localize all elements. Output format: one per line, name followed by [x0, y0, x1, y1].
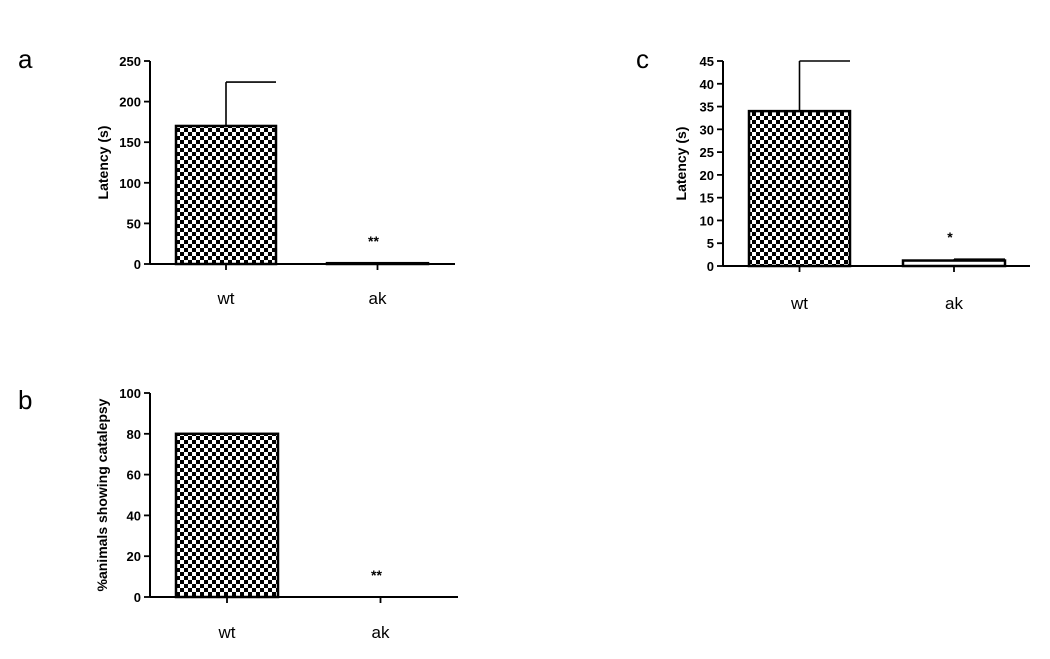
y-axis-title: Latency (s): [673, 127, 689, 201]
y-axis-title: Latency (s): [95, 126, 111, 200]
y-tick-label: 100: [119, 176, 141, 191]
y-tick-label: 0: [134, 590, 141, 605]
y-tick-label: 40: [127, 508, 141, 523]
y-tick-label: 25: [700, 145, 714, 160]
x-tick-label-ak: ak: [945, 294, 963, 313]
y-axis-title: %animals showing catalepsy: [94, 398, 110, 591]
y-tick-label: 45: [700, 54, 714, 69]
y-tick-label: 15: [700, 191, 714, 206]
y-tick-label: 10: [700, 213, 714, 228]
x-tick-label-wt: wt: [217, 289, 235, 308]
y-tick-label: 80: [127, 427, 141, 442]
y-tick-label: 5: [707, 236, 714, 251]
bar-wt: [747, 109, 852, 268]
y-tick-label: 200: [119, 95, 141, 110]
significance-ak: *: [947, 229, 953, 245]
x-tick-label-ak: ak: [372, 623, 390, 642]
y-tick-label: 35: [700, 100, 714, 115]
panel-letter: b: [18, 385, 32, 415]
significance-ak: **: [368, 233, 379, 249]
y-tick-label: 60: [127, 468, 141, 483]
y-tick-label: 30: [700, 122, 714, 137]
bar-wt: [174, 124, 278, 266]
y-tick-label: 250: [119, 54, 141, 69]
y-tick-label: 40: [700, 77, 714, 92]
panel-a: a wt ** ak 0 50 100 150 200 250 Latency (s): [18, 44, 455, 308]
panel-letter: a: [18, 44, 33, 74]
x-tick-label-wt: wt: [790, 294, 808, 313]
panel-b: b wt ** ak 0 20 40 60 80 100 %animals showing cata…: [18, 385, 458, 642]
y-tick-label: 0: [134, 257, 141, 272]
significance-ak: **: [371, 567, 382, 583]
bar-wt: [174, 432, 280, 599]
panel-c: c wt * ak 0 5 10 15 20 25 30 35 40 45 Latency (s): [636, 44, 1030, 313]
y-tick-label: 150: [119, 135, 141, 150]
y-tick-label: 100: [119, 386, 141, 401]
y-tick-label: 0: [707, 259, 714, 274]
y-tick-label: 50: [127, 216, 141, 231]
y-tick-label: 20: [700, 168, 714, 183]
y-tick-label: 20: [127, 549, 141, 564]
panel-letter: c: [636, 44, 649, 74]
x-tick-label-wt: wt: [218, 623, 236, 642]
x-tick-label-ak: ak: [369, 289, 387, 308]
